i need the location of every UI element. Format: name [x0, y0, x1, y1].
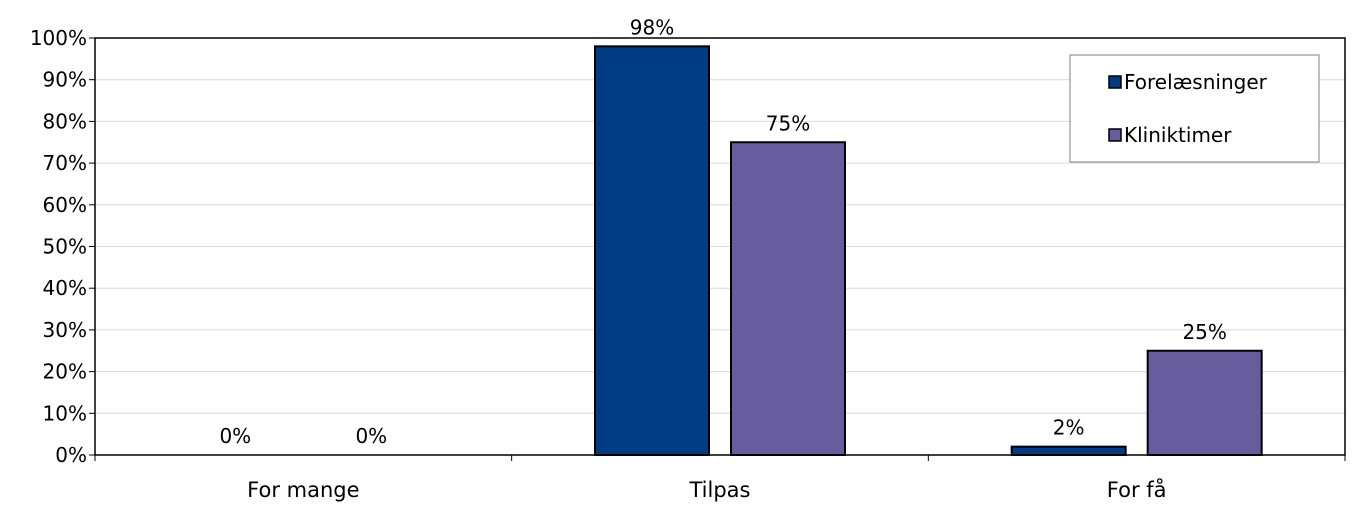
- x-category-label: For mange: [247, 478, 359, 502]
- y-tick-label: 10%: [43, 401, 87, 425]
- legend-label: Forelæsninger: [1124, 70, 1268, 94]
- plot-frame: [94, 37, 1346, 456]
- bar: [1010, 445, 1127, 457]
- data-label: 2%: [1053, 416, 1085, 440]
- data-label: 0%: [219, 424, 251, 448]
- legend-box: [1069, 54, 1320, 163]
- legend-swatch: [1108, 75, 1122, 89]
- y-tick-label: 50%: [43, 235, 87, 259]
- y-tick-label: 30%: [43, 318, 87, 342]
- y-tick-label: 20%: [43, 360, 87, 384]
- x-category-label: For få: [1107, 477, 1167, 502]
- x-category-label: Tilpas: [689, 478, 751, 502]
- y-tick-label: 0%: [55, 443, 87, 467]
- axes: 0% 10% 20% 30% 40% 50% 60% 70% 80% 90% 100% For man…: [30, 26, 1346, 502]
- legend: Forelæsninger Kliniktimer: [1069, 54, 1320, 163]
- data-label: 0%: [355, 424, 387, 448]
- y-tick-label: 100%: [30, 26, 87, 50]
- data-label: 75%: [766, 111, 810, 135]
- bar: [594, 45, 710, 457]
- data-labels: 0% 0% 98% 75% 2% 25%: [219, 15, 1226, 448]
- legend-swatch: [1108, 128, 1122, 142]
- data-label: 25%: [1182, 320, 1226, 344]
- y-tick-label: 90%: [43, 68, 87, 92]
- bars: [594, 45, 1263, 457]
- data-label: 98%: [630, 15, 674, 39]
- gridlines: [95, 79, 1345, 414]
- bar: [730, 141, 846, 456]
- y-tick-label: 40%: [43, 276, 87, 300]
- y-tick-label: 70%: [43, 151, 87, 175]
- y-tick-label: 60%: [43, 193, 87, 217]
- y-tick-label: 80%: [43, 109, 87, 133]
- legend-label: Kliniktimer: [1124, 123, 1232, 147]
- bar: [1146, 349, 1263, 456]
